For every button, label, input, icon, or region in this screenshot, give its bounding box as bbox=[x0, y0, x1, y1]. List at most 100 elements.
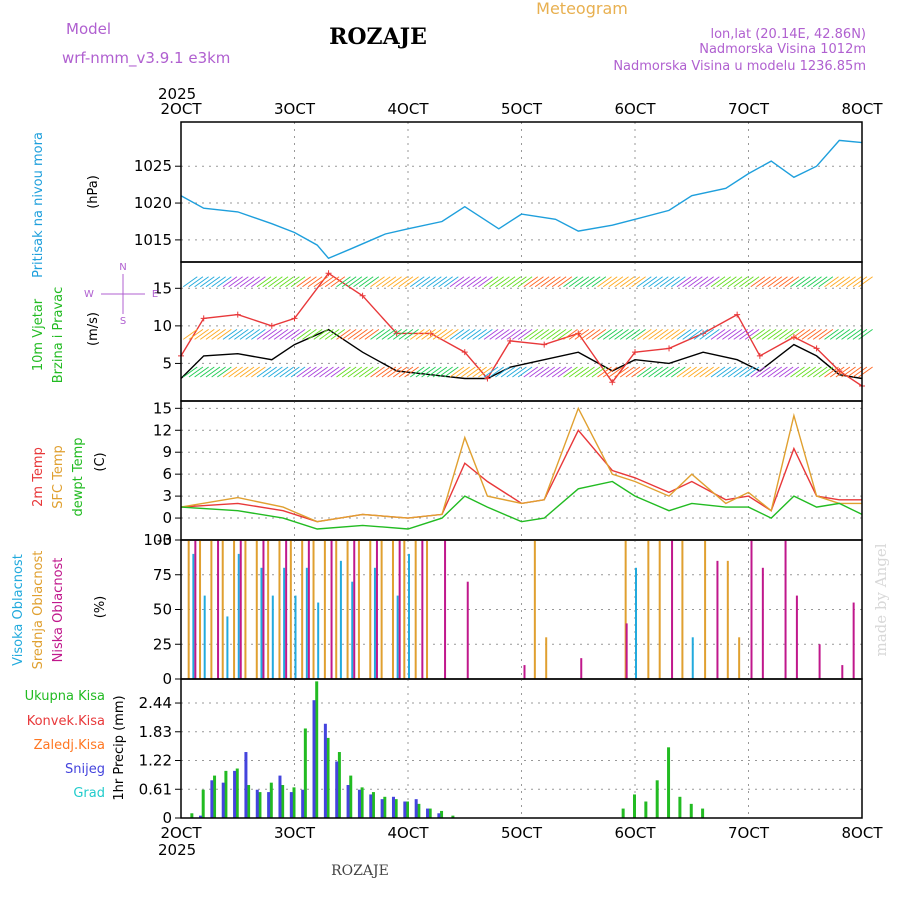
wind-barb bbox=[404, 366, 419, 378]
precip-bar bbox=[210, 780, 214, 818]
cloud-bar bbox=[671, 540, 674, 679]
wind-barb bbox=[642, 276, 658, 288]
wind-barb bbox=[410, 366, 425, 378]
cloud-bar bbox=[750, 540, 753, 679]
bottom-x-tick: 7OCT bbox=[728, 824, 770, 842]
wind-barb bbox=[744, 329, 760, 340]
cloud-bar bbox=[278, 540, 281, 679]
cloud-bar bbox=[226, 616, 229, 679]
wind-barb bbox=[574, 329, 590, 340]
wind-barb bbox=[784, 276, 800, 288]
cloud-bar bbox=[192, 553, 195, 679]
wind-barb bbox=[546, 329, 561, 340]
wind-barb bbox=[716, 366, 731, 378]
ytick-label: 75 bbox=[153, 566, 172, 584]
wind-barb bbox=[659, 329, 675, 340]
ytick-label: 50 bbox=[153, 601, 172, 619]
wind-barb bbox=[722, 276, 737, 288]
wind-barb bbox=[716, 329, 731, 340]
wind-barb bbox=[500, 366, 516, 378]
wind-barb bbox=[551, 329, 567, 340]
wind-barb bbox=[478, 329, 493, 340]
wind-barb bbox=[217, 329, 232, 340]
precip-bar bbox=[380, 799, 384, 818]
precip-bar bbox=[349, 775, 353, 818]
legend-ukupna: Ukupna Kisa bbox=[25, 689, 105, 704]
wind-barb bbox=[654, 276, 669, 288]
precip-bar bbox=[326, 737, 330, 818]
wind-barb bbox=[557, 276, 573, 288]
wind-barb bbox=[256, 329, 272, 340]
wind-barb bbox=[517, 276, 533, 288]
gust-marker bbox=[484, 375, 491, 382]
wind-barb bbox=[648, 329, 663, 340]
cloud-bar bbox=[726, 560, 729, 679]
wind-barb bbox=[353, 276, 368, 288]
wind-barb bbox=[608, 276, 624, 288]
wind-barb bbox=[835, 276, 851, 288]
wind-barb bbox=[290, 329, 306, 340]
wind-barb bbox=[517, 366, 533, 378]
wind-barb bbox=[761, 276, 777, 288]
wind-barb bbox=[324, 276, 340, 288]
wind-barb bbox=[671, 329, 686, 340]
wind-barb bbox=[347, 276, 363, 288]
wind-barb bbox=[710, 276, 726, 288]
cloud-bar bbox=[346, 540, 349, 679]
precip-bar bbox=[235, 768, 239, 818]
precip-bar bbox=[346, 785, 350, 818]
cloud-bar bbox=[391, 540, 394, 679]
temp-unit: (C) bbox=[93, 452, 108, 471]
cloud-bar bbox=[330, 540, 333, 679]
top-x-tick: 3OCT bbox=[274, 100, 316, 118]
wind-barb bbox=[427, 329, 442, 340]
cloud-ylabel-high: Visoka Oblacnost bbox=[11, 554, 26, 666]
wind-barb bbox=[727, 276, 743, 288]
pressure-unit: (hPa) bbox=[86, 175, 101, 209]
top-x-tick: 2OCT bbox=[161, 100, 203, 118]
cloud-bar bbox=[704, 540, 707, 679]
wind-barb bbox=[829, 366, 845, 378]
wind-barb bbox=[523, 366, 539, 378]
wind-barb bbox=[432, 329, 448, 340]
wind-barb bbox=[801, 276, 817, 288]
cloud-bar bbox=[398, 540, 401, 679]
precip-bar bbox=[403, 801, 407, 818]
wind-barb bbox=[472, 276, 487, 288]
cloud-bar bbox=[271, 595, 274, 679]
wind-barb bbox=[773, 329, 788, 340]
wind-barb bbox=[602, 329, 618, 340]
model-name: wrf-nmm_v3.9.1 e3km bbox=[62, 49, 230, 68]
precip-bar bbox=[244, 752, 248, 818]
wind-barb bbox=[296, 276, 312, 288]
wind-barb bbox=[648, 276, 663, 288]
precip-bar bbox=[414, 799, 418, 818]
location-title: ROZAJE bbox=[329, 24, 427, 50]
wind-barb bbox=[251, 276, 266, 288]
wind-barb bbox=[705, 276, 720, 288]
ytick-label: -3 bbox=[157, 531, 172, 549]
wind-barb bbox=[421, 276, 436, 288]
wind-barb bbox=[619, 276, 635, 288]
wind-barb bbox=[517, 329, 533, 340]
wind-barb bbox=[546, 276, 561, 288]
wind-barb bbox=[739, 329, 754, 340]
wind-barb bbox=[722, 366, 737, 378]
wind-barb bbox=[591, 366, 607, 378]
wind-barb bbox=[313, 276, 329, 288]
wind-barb bbox=[387, 329, 402, 340]
precip-bar bbox=[371, 792, 375, 818]
wind-barb bbox=[194, 276, 209, 288]
cloud-bar bbox=[369, 540, 372, 679]
wind-barb bbox=[279, 276, 295, 288]
wind-barb bbox=[381, 329, 397, 340]
cloud-bar bbox=[375, 540, 378, 679]
cloud-bar bbox=[239, 540, 242, 679]
wind-barb bbox=[478, 366, 493, 378]
cloud-bar bbox=[818, 644, 821, 679]
precip-bar bbox=[337, 752, 341, 818]
wind-barb bbox=[608, 329, 624, 340]
wind-barb bbox=[324, 329, 340, 340]
precip-bar bbox=[323, 723, 327, 818]
precip-bar bbox=[391, 796, 395, 818]
